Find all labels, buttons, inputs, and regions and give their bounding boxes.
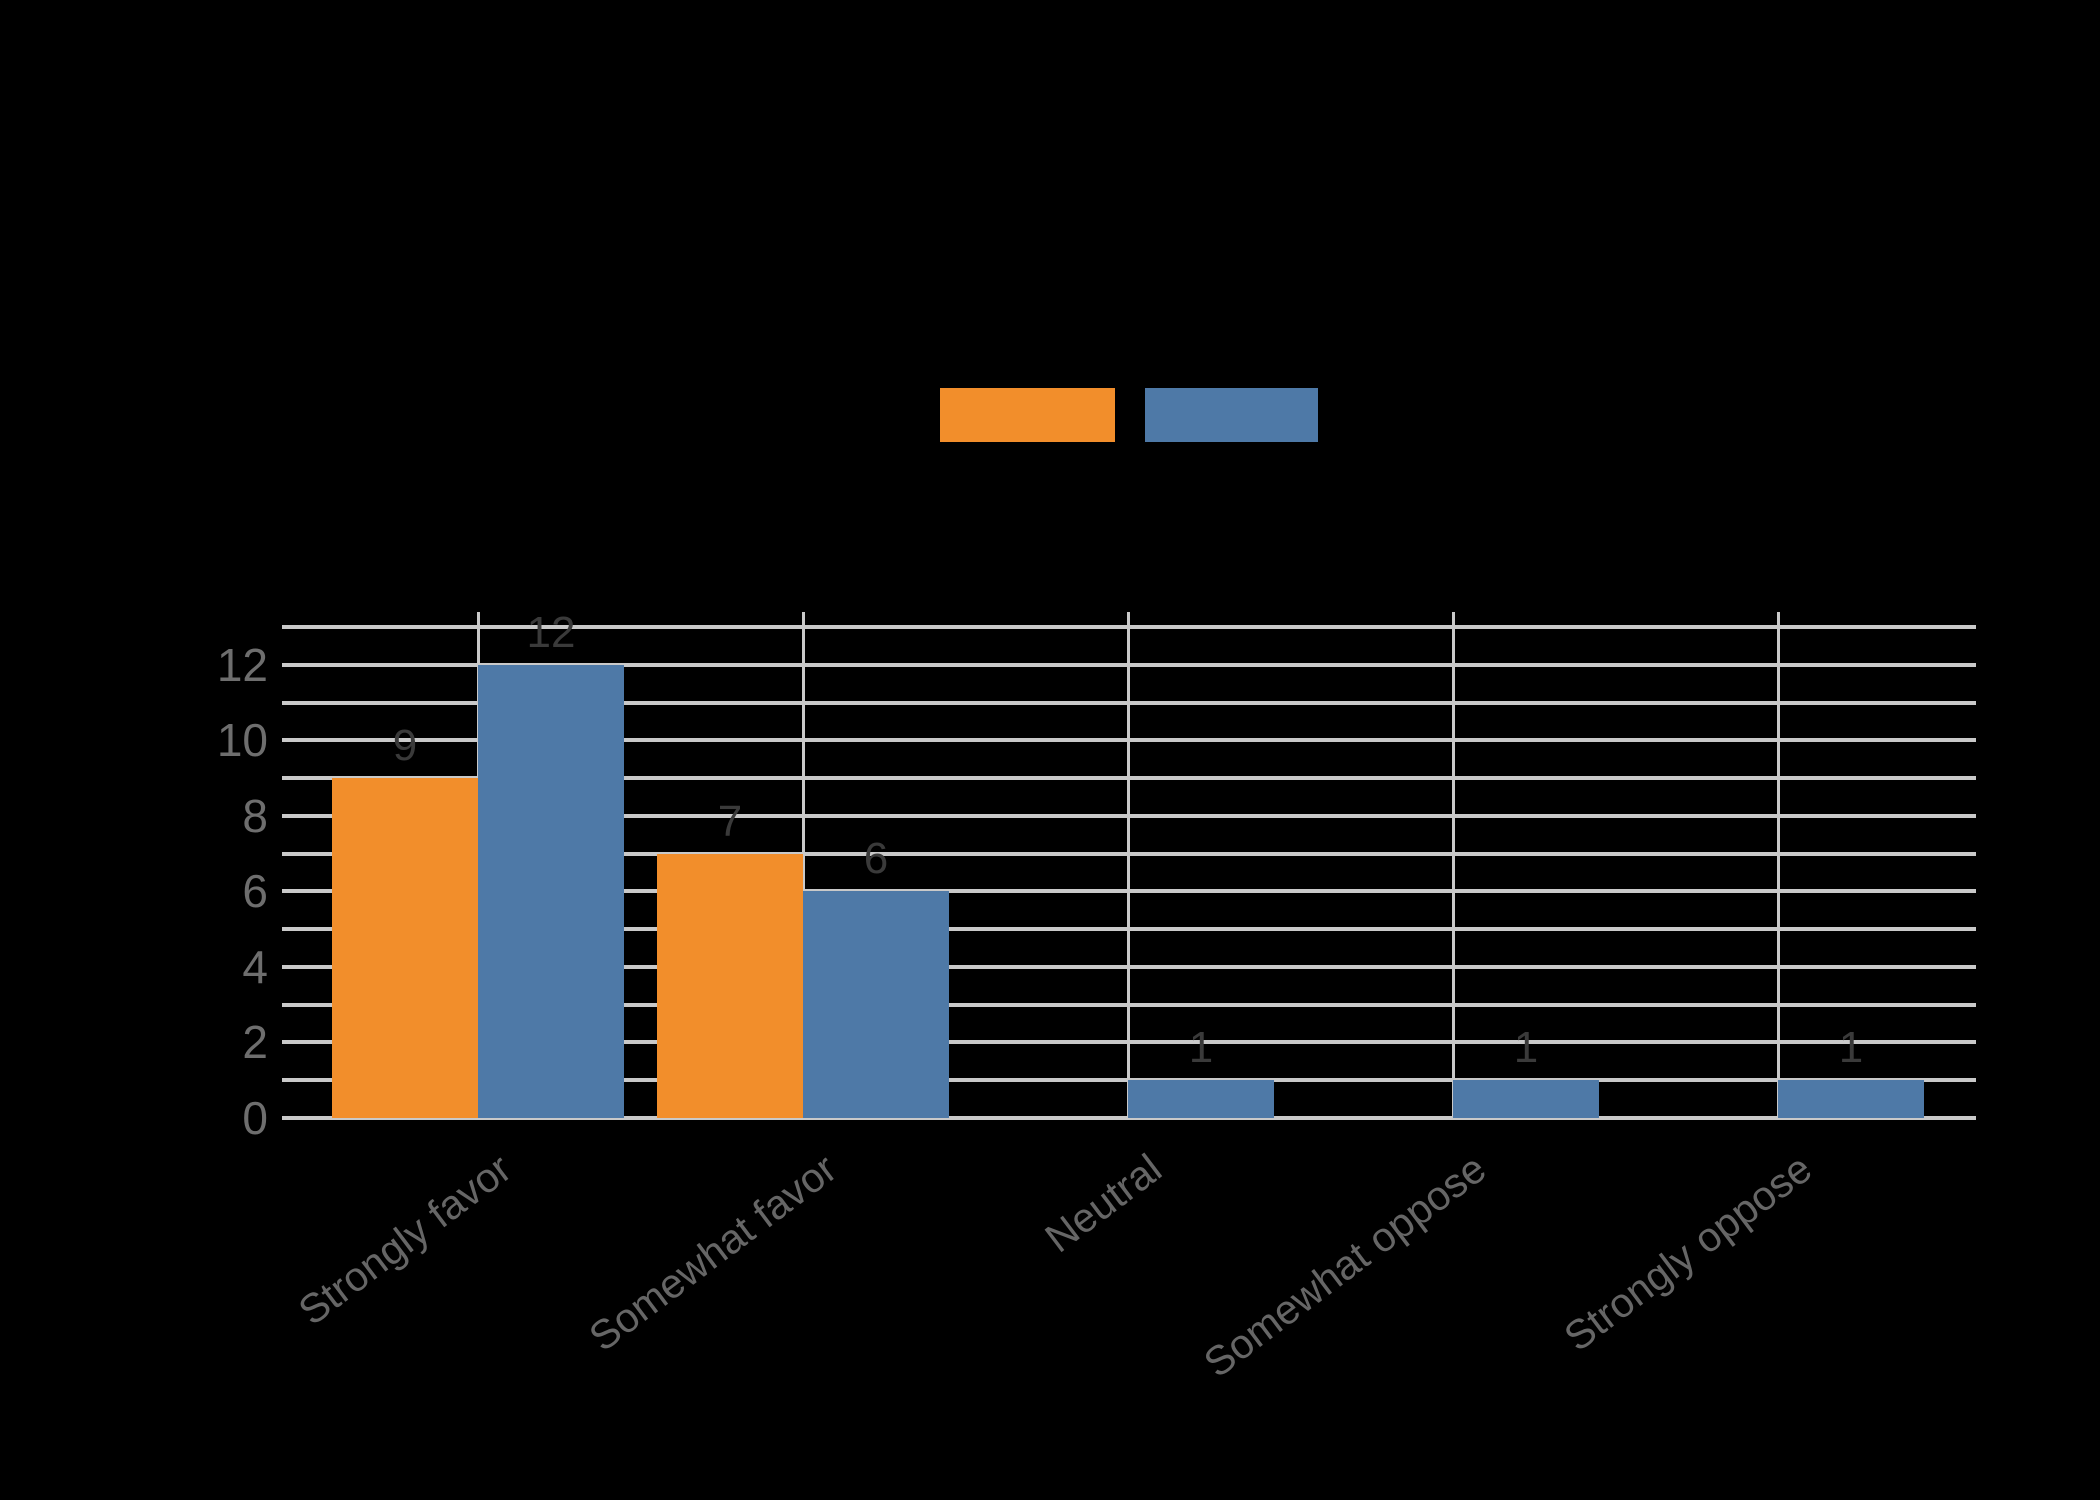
v-gridline-4 bbox=[1776, 612, 1780, 1118]
bar-series-1-cat-0 bbox=[478, 664, 624, 1118]
legend-swatch-series-0 bbox=[940, 388, 1115, 442]
bar-series-1-cat-3 bbox=[1453, 1080, 1599, 1118]
x-axis-category-label-1: Somewhat favor bbox=[580, 1145, 845, 1361]
bar-value-label-series-1-cat-3: 1 bbox=[1513, 1023, 1539, 1073]
v-gridline-2 bbox=[1126, 612, 1130, 1118]
bar-series-1-cat-4 bbox=[1778, 1080, 1924, 1118]
bar-value-label-series-1-cat-2: 1 bbox=[1188, 1023, 1214, 1073]
bar-value-label-series-0-cat-0: 9 bbox=[392, 721, 418, 771]
x-axis-category-label-2: Neutral bbox=[1036, 1145, 1170, 1262]
x-axis-category-label-0: Strongly favor bbox=[289, 1145, 520, 1334]
y-axis-tick-label-0: 0 bbox=[242, 1092, 268, 1144]
bar-series-1-cat-2 bbox=[1128, 1080, 1274, 1118]
legend-swatch-series-1 bbox=[1145, 388, 1318, 442]
bar-series-1-cat-1 bbox=[803, 891, 949, 1118]
y-axis-tick-label-6: 6 bbox=[242, 865, 268, 918]
bar-value-label-series-1-cat-0: 12 bbox=[526, 607, 576, 657]
bar-value-label-series-1-cat-1: 6 bbox=[863, 834, 889, 884]
y-axis-tick-label-8: 8 bbox=[242, 789, 268, 842]
v-gridline-1 bbox=[801, 612, 805, 1118]
x-axis-category-label-4: Strongly oppose bbox=[1555, 1145, 1820, 1361]
v-gridline-3 bbox=[1451, 612, 1455, 1118]
y-axis-tick-label-10: 10 bbox=[216, 714, 268, 767]
y-axis-tick-label-2: 2 bbox=[242, 1016, 268, 1069]
bar-series-0-cat-1 bbox=[657, 853, 803, 1118]
bar-series-0-cat-0 bbox=[332, 778, 478, 1118]
bar-value-label-series-1-cat-4: 1 bbox=[1838, 1023, 1864, 1073]
h-gridline-0 bbox=[282, 1116, 1976, 1120]
y-axis-tick-label-12: 12 bbox=[216, 638, 268, 691]
bar-value-label-series-0-cat-1: 7 bbox=[717, 796, 743, 846]
x-axis-category-label-3: Somewhat oppose bbox=[1195, 1145, 1495, 1387]
y-axis-tick-label-4: 4 bbox=[242, 940, 268, 993]
